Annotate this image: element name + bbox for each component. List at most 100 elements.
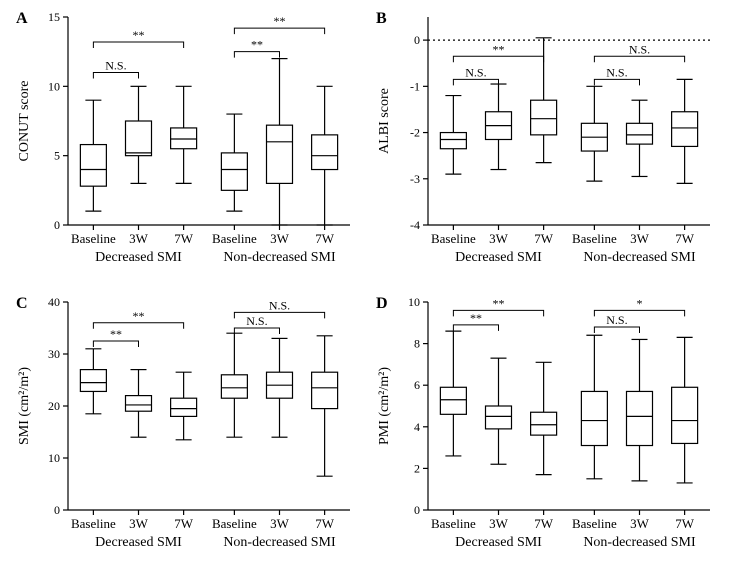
x-tick-label: Baseline bbox=[71, 231, 116, 246]
x-tick-label: 7W bbox=[174, 231, 194, 246]
x-tick-label: 7W bbox=[534, 231, 554, 246]
group-label: Decreased SMI bbox=[95, 250, 182, 265]
y-axis-label: ALBI score bbox=[377, 88, 392, 154]
box bbox=[80, 145, 106, 187]
group-label: Non-decreased SMI bbox=[223, 535, 336, 550]
boxplot-figure: A 0 5 10 15 CONUT score Baseline 3W 7W Baseline 3W… bbox=[0, 0, 730, 571]
x-tick-label: Baseline bbox=[71, 516, 116, 531]
sig-bracket bbox=[453, 310, 543, 316]
panel-letter: B bbox=[376, 10, 387, 27]
sig-bracket bbox=[93, 72, 138, 78]
ytick-label: 10 bbox=[48, 451, 60, 465]
box bbox=[627, 391, 653, 445]
group-label: Decreased SMI bbox=[455, 250, 542, 265]
ytick-label: -1 bbox=[410, 79, 420, 93]
sig-label: N.S. bbox=[465, 65, 486, 79]
box bbox=[126, 396, 152, 412]
panel-B: B-4-3-2-10ALBI scoreBaseline3W7WBaseline… bbox=[376, 10, 710, 265]
sig-bracket bbox=[234, 28, 324, 34]
ytick-label: -4 bbox=[410, 218, 420, 232]
x-tick-label: Baseline bbox=[431, 231, 476, 246]
box bbox=[126, 121, 152, 156]
sig-label: ** bbox=[133, 28, 145, 42]
ytick-label: 0 bbox=[414, 503, 420, 517]
group-label: Non-decreased SMI bbox=[583, 250, 696, 265]
sig-bracket bbox=[594, 327, 639, 333]
box bbox=[440, 387, 466, 414]
x-tick-label: 3W bbox=[270, 231, 290, 246]
x-tick-label: 3W bbox=[489, 516, 509, 531]
box bbox=[221, 153, 247, 190]
x-tick-label: 3W bbox=[630, 231, 650, 246]
ytick-label: 15 bbox=[48, 10, 60, 24]
ytick-label: 5 bbox=[54, 149, 60, 163]
sig-label: ** bbox=[493, 296, 505, 310]
sig-bracket bbox=[93, 42, 183, 48]
sig-label: ** bbox=[470, 311, 482, 325]
x-tick-label: 7W bbox=[174, 516, 194, 531]
box bbox=[531, 412, 557, 435]
sig-label: N.S. bbox=[105, 58, 126, 72]
sig-label: N.S. bbox=[269, 298, 290, 312]
box bbox=[672, 387, 698, 443]
x-tick-label: Baseline bbox=[431, 516, 476, 531]
ytick-label: 8 bbox=[414, 337, 420, 351]
ytick-label: 0 bbox=[414, 33, 420, 47]
x-tick-label: 7W bbox=[675, 516, 695, 531]
panel-letter: C bbox=[16, 295, 28, 312]
panel-D: D0246810PMI (cm²/m²)Baseline3W7WBaseline… bbox=[376, 295, 710, 550]
group-label: Decreased SMI bbox=[95, 535, 182, 550]
x-tick-label: Baseline bbox=[572, 516, 617, 531]
box bbox=[267, 125, 293, 183]
box bbox=[440, 133, 466, 149]
x-tick-label: 3W bbox=[129, 231, 149, 246]
sig-bracket bbox=[453, 56, 543, 62]
ytick-label: -2 bbox=[410, 126, 420, 140]
sig-bracket bbox=[594, 56, 684, 62]
box bbox=[221, 375, 247, 398]
x-tick-label: 3W bbox=[630, 516, 650, 531]
sig-bracket bbox=[93, 323, 183, 329]
sig-label: ** bbox=[274, 14, 286, 28]
panel-letter: A bbox=[16, 10, 28, 27]
ytick-label: -3 bbox=[410, 172, 420, 186]
x-tick-label: Baseline bbox=[212, 231, 257, 246]
panel-A: A 0 5 10 15 CONUT score Baseline 3W 7W Baseline 3W… bbox=[16, 10, 350, 265]
sig-bracket bbox=[93, 341, 138, 347]
ytick-label: 30 bbox=[48, 347, 60, 361]
x-tick-label: 3W bbox=[489, 231, 509, 246]
ytick-label: 0 bbox=[54, 218, 60, 232]
sig-label: ** bbox=[493, 42, 505, 56]
x-tick-label: 7W bbox=[534, 516, 554, 531]
y-axis-label: PMI (cm²/m²) bbox=[377, 367, 392, 445]
group-label: Decreased SMI bbox=[455, 535, 542, 550]
ytick-label: 20 bbox=[48, 399, 60, 413]
box bbox=[171, 128, 197, 149]
ytick-label: 6 bbox=[414, 378, 420, 392]
sig-bracket bbox=[234, 52, 279, 58]
sig-label: N.S. bbox=[629, 42, 650, 56]
sig-bracket bbox=[594, 79, 639, 85]
box bbox=[312, 372, 338, 408]
y-axis-label: CONUT score bbox=[17, 80, 32, 161]
box bbox=[531, 100, 557, 135]
ytick-label: 4 bbox=[414, 420, 420, 434]
sig-label: N.S. bbox=[606, 65, 627, 79]
sig-bracket bbox=[453, 325, 498, 331]
ytick-label: 10 bbox=[48, 79, 60, 93]
x-tick-label: 3W bbox=[129, 516, 149, 531]
panel-C: C010203040SMI (cm²/m²)Baseline3W7WBaseli… bbox=[16, 295, 350, 550]
box bbox=[312, 135, 338, 170]
box bbox=[80, 370, 106, 392]
x-tick-label: 7W bbox=[315, 231, 335, 246]
ytick-label: 40 bbox=[48, 295, 60, 309]
group-label: Non-decreased SMI bbox=[583, 535, 696, 550]
sig-label: N.S. bbox=[246, 314, 267, 328]
x-tick-label: Baseline bbox=[212, 516, 257, 531]
box bbox=[627, 123, 653, 144]
y-axis-label: SMI (cm²/m²) bbox=[17, 367, 32, 445]
ytick-label: 10 bbox=[408, 295, 420, 309]
box bbox=[486, 406, 512, 429]
x-tick-label: 7W bbox=[675, 231, 695, 246]
x-tick-label: 3W bbox=[270, 516, 290, 531]
